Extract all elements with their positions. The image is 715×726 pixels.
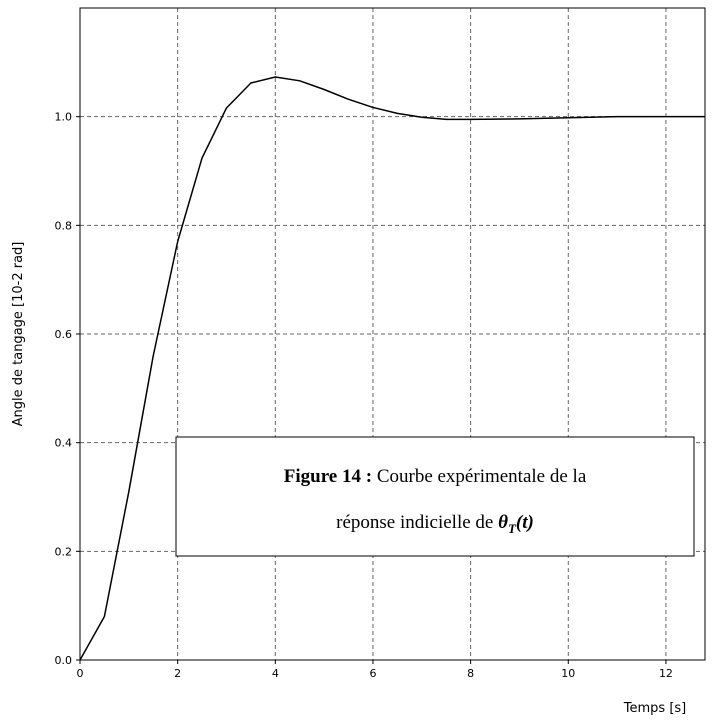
y-tick-label: 0.6	[55, 328, 73, 341]
caption-symbol: θ	[498, 512, 508, 533]
caption-box	[175, 436, 695, 557]
y-axis-label: Angle de tangage [10-2 rad]	[11, 242, 26, 427]
x-tick-label: 6	[369, 667, 376, 680]
caption-line-1: Figure 14 : Courbe expérimentale de la	[284, 466, 587, 487]
x-tick-label: 12	[659, 667, 673, 680]
caption-line-2: réponse indicielle de θT(t)	[336, 512, 534, 536]
caption-text: réponse indicielle de	[336, 512, 493, 533]
y-tick-label: 1.0	[55, 111, 73, 124]
caption-text: Courbe expérimentale de la	[377, 466, 587, 487]
y-tick-label: 0.4	[55, 437, 73, 450]
caption-argument: (t)	[516, 512, 534, 533]
y-tick-label: 0.0	[55, 654, 73, 667]
x-tick-label: 10	[561, 667, 575, 680]
caption-label: Figure 14 :	[284, 466, 372, 487]
y-tick-label: 0.2	[55, 545, 73, 558]
x-tick-label: 2	[174, 667, 181, 680]
x-tick-label: 4	[272, 667, 279, 680]
caption-subscript: T	[508, 521, 517, 536]
x-tick-label: 0	[77, 667, 84, 680]
y-tick-label: 0.8	[55, 219, 73, 232]
x-axis-label: Temps [s]	[623, 701, 686, 716]
x-tick-label: 8	[467, 667, 474, 680]
line-series	[79, 76, 705, 661]
plot-frame	[79, 7, 706, 661]
plot-area: 0.0 0.2 0.4 0.6 0.8 1.0 0 2 4 6 8 10 12	[55, 7, 706, 680]
